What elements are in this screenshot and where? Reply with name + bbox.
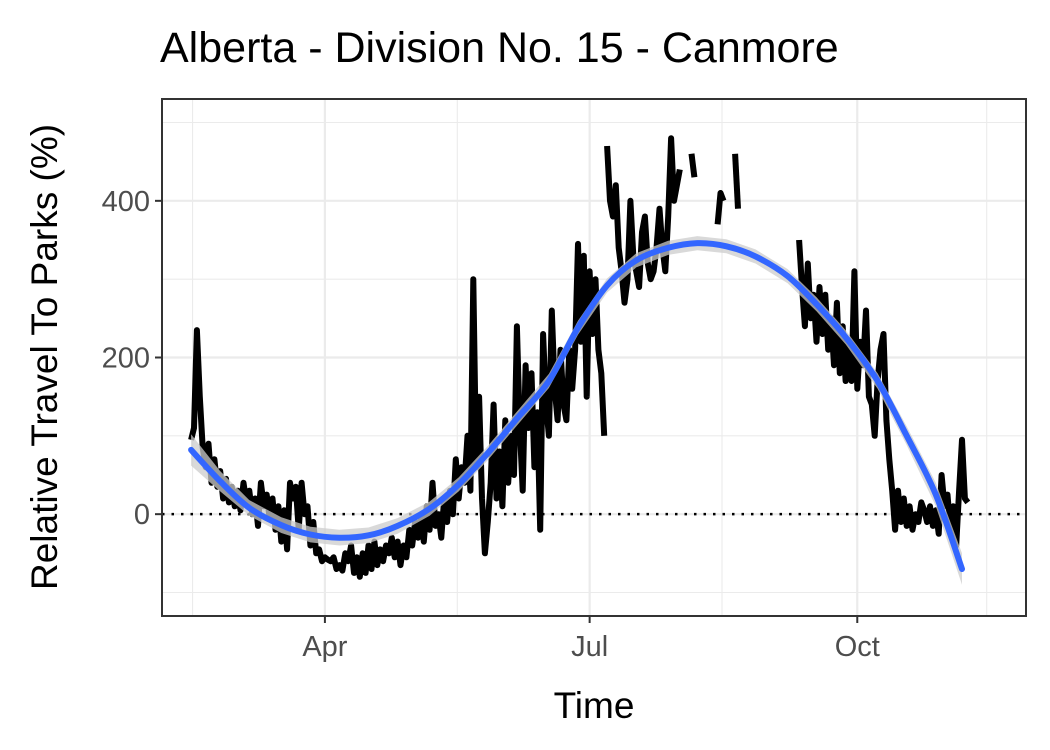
series-segment-4	[714, 190, 727, 225]
series-segment-2	[604, 135, 683, 306]
x-tick-label: Oct	[835, 631, 880, 663]
x-axis-title: Time	[554, 685, 635, 726]
series-segment-5	[732, 153, 741, 209]
y-axis-title: Relative Travel To Parks (%)	[24, 124, 65, 590]
trend-line	[188, 240, 965, 572]
plot-panel	[161, 98, 1027, 617]
y-tick-label: 400	[102, 186, 150, 218]
x-axis: Apr Jul Oct	[302, 616, 880, 663]
series-segment-1	[188, 240, 608, 580]
series-segment-3	[688, 153, 698, 178]
y-tick-label: 0	[134, 499, 150, 531]
y-axis: 0 200 400	[102, 186, 162, 531]
chart-title: Alberta - Division No. 15 - Canmore	[160, 24, 839, 72]
x-tick-label: Jul	[571, 631, 608, 663]
y-tick-label: 200	[102, 343, 150, 375]
x-tick-label: Apr	[302, 631, 347, 663]
